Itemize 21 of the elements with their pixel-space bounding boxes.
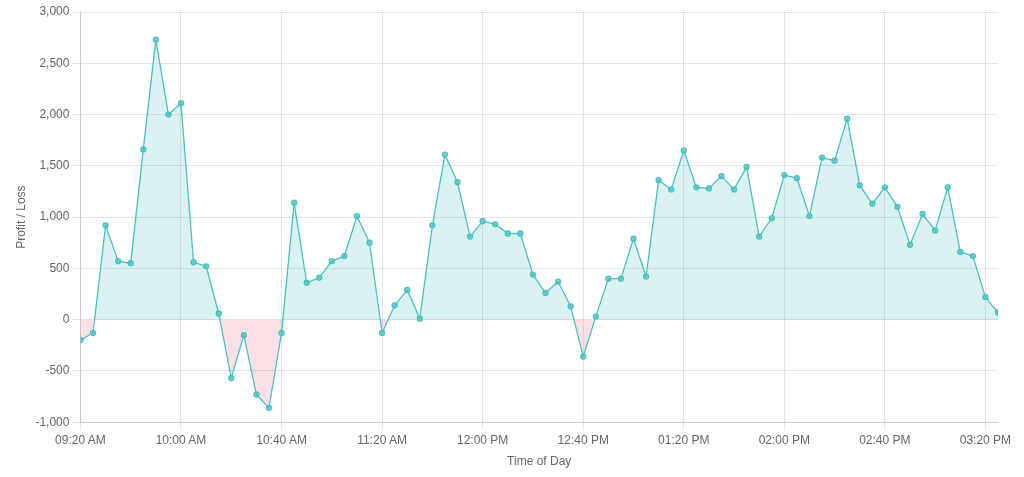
y-axis-title: Profit / Loss [13, 185, 28, 249]
y-tick-label: 1,500 [39, 158, 70, 173]
y-tick-label: 1,000 [39, 209, 70, 224]
y-tick-label: 0 [62, 311, 70, 326]
y-tick-label: 500 [49, 260, 70, 275]
x-tick-label: 12:40 PM [557, 432, 609, 447]
x-tick-label: 02:40 PM [859, 432, 911, 447]
y-tick-label: -500 [45, 363, 70, 378]
x-tick-label: 10:00 AM [155, 432, 207, 447]
y-tick-label: -1,000 [35, 414, 70, 429]
x-tick-label: 02:00 PM [758, 432, 810, 447]
x-axis-title: Time of Day [507, 454, 572, 469]
y-tick-label: 3,000 [39, 4, 70, 19]
x-tick-label: 03:20 PM [959, 432, 1012, 447]
y-tick-label: 2,000 [39, 106, 70, 121]
x-tick-label: 11:20 AM [357, 432, 407, 447]
y-tick-label: 2,500 [39, 55, 70, 70]
x-tick-label: 12:00 PM [456, 432, 509, 447]
x-tick-label: 01:20 PM [658, 432, 710, 447]
x-tick-label: 10:40 AM [256, 432, 307, 447]
x-tick-label: 09:20 AM [55, 432, 106, 447]
